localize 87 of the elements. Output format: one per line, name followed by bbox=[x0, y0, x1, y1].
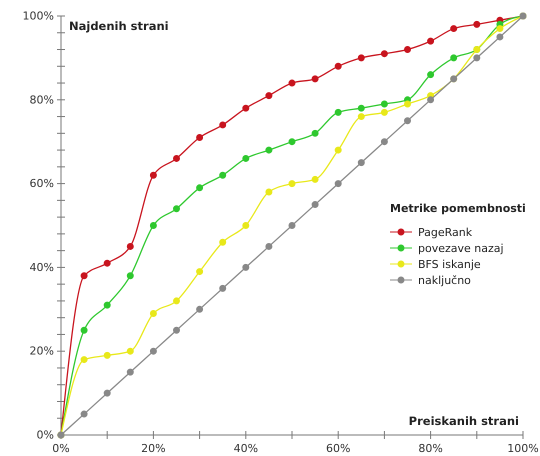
point bbox=[219, 238, 226, 246]
point bbox=[196, 268, 204, 276]
point bbox=[196, 306, 204, 313]
point bbox=[288, 80, 296, 87]
point bbox=[80, 410, 88, 418]
point bbox=[427, 71, 434, 78]
point bbox=[427, 96, 434, 104]
point bbox=[265, 188, 272, 196]
point bbox=[173, 297, 180, 304]
point bbox=[150, 348, 157, 355]
point bbox=[312, 201, 319, 208]
point bbox=[242, 154, 250, 162]
point bbox=[358, 54, 365, 62]
x-axis-title: Preiskanih strani bbox=[408, 414, 519, 428]
x-tick-label: 60% bbox=[326, 442, 350, 455]
point bbox=[104, 352, 111, 359]
point bbox=[219, 172, 226, 179]
point bbox=[358, 159, 365, 166]
point bbox=[404, 100, 411, 108]
point bbox=[126, 368, 134, 376]
point bbox=[473, 54, 480, 62]
y-tick-label: 60% bbox=[30, 177, 54, 190]
point bbox=[104, 390, 111, 397]
point bbox=[450, 54, 458, 62]
point bbox=[150, 222, 157, 229]
legend-label: PageRank bbox=[418, 226, 473, 239]
point bbox=[196, 134, 204, 141]
point bbox=[427, 38, 434, 45]
point bbox=[219, 121, 226, 128]
point bbox=[334, 146, 342, 154]
point bbox=[80, 326, 88, 334]
point bbox=[80, 272, 88, 280]
point bbox=[312, 176, 319, 183]
point bbox=[312, 130, 319, 137]
point bbox=[404, 46, 411, 54]
point bbox=[150, 310, 157, 317]
point bbox=[450, 25, 458, 32]
y-tick-label: 80% bbox=[30, 93, 54, 106]
point bbox=[104, 260, 111, 267]
legend-label: naključno bbox=[418, 274, 472, 287]
point bbox=[196, 184, 204, 192]
legend-title: Metrike pomembnosti bbox=[390, 202, 526, 215]
y-tick-label: 40% bbox=[30, 260, 54, 274]
point bbox=[219, 284, 226, 292]
point bbox=[496, 33, 504, 40]
y-tick-label: 0% bbox=[36, 428, 54, 442]
point bbox=[380, 138, 388, 146]
point bbox=[334, 108, 342, 116]
x-tick-label: 40% bbox=[234, 442, 258, 455]
point bbox=[126, 272, 134, 280]
point bbox=[104, 302, 111, 309]
point bbox=[173, 205, 180, 212]
y-tick-label: 100% bbox=[22, 10, 54, 23]
point bbox=[473, 20, 480, 28]
point bbox=[242, 104, 250, 112]
point bbox=[173, 326, 180, 334]
point bbox=[380, 100, 388, 108]
point bbox=[265, 146, 272, 154]
x-tick-label: 20% bbox=[141, 442, 166, 455]
point bbox=[288, 138, 296, 146]
y-axis-title: Najdenih strani bbox=[69, 19, 169, 33]
legend-label: BFS iskanje bbox=[418, 258, 481, 271]
point bbox=[150, 172, 157, 179]
point bbox=[173, 154, 180, 162]
legend-label: povezave nazaj bbox=[418, 242, 504, 255]
point bbox=[288, 222, 296, 229]
x-tick-label: 80% bbox=[418, 442, 443, 455]
point bbox=[334, 62, 342, 70]
x-tick-label: 0% bbox=[52, 442, 70, 455]
point bbox=[126, 242, 134, 250]
point bbox=[358, 113, 365, 120]
point bbox=[380, 50, 388, 58]
point bbox=[496, 25, 504, 32]
point bbox=[404, 117, 411, 124]
y-tick-label: 20% bbox=[30, 344, 54, 358]
point bbox=[80, 356, 88, 364]
point bbox=[288, 180, 296, 188]
point bbox=[334, 180, 342, 188]
point bbox=[126, 348, 134, 355]
x-tick-label: 100% bbox=[507, 442, 539, 455]
point bbox=[358, 104, 365, 112]
point bbox=[265, 92, 272, 100]
point bbox=[312, 75, 319, 82]
point bbox=[380, 108, 388, 116]
point bbox=[265, 242, 272, 250]
point bbox=[242, 222, 250, 229]
point bbox=[242, 264, 250, 271]
